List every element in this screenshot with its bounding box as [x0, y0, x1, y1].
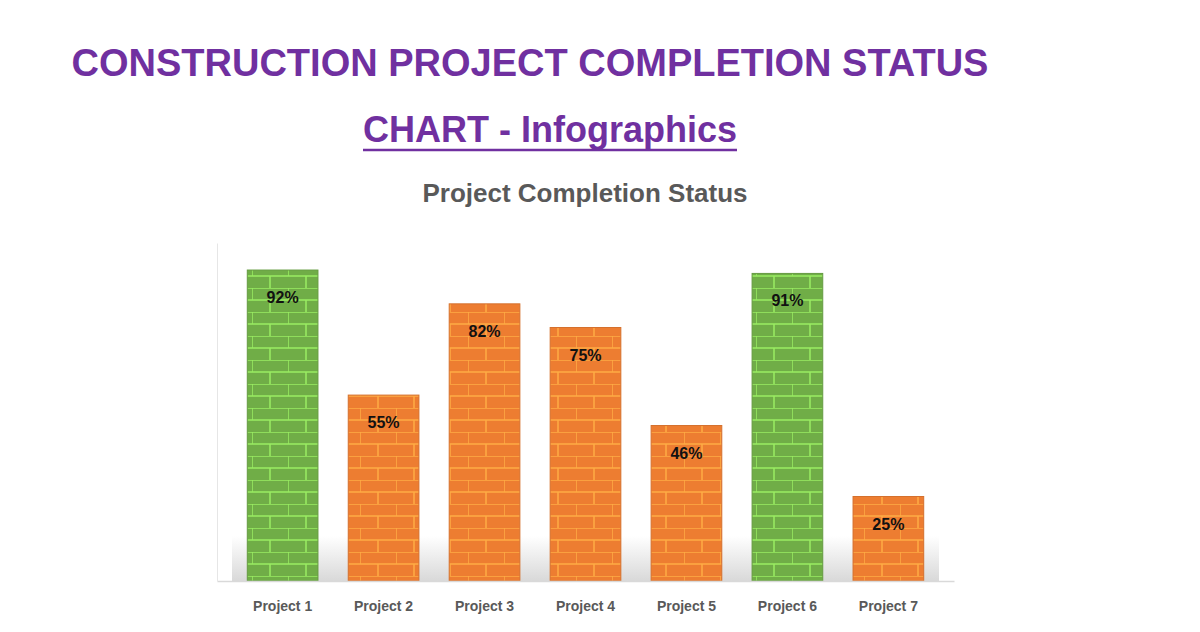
x-tick: Project 7: [859, 581, 918, 614]
y-axis-line: [217, 244, 218, 582]
x-tick: Project 6: [758, 581, 817, 614]
page-title: CONSTRUCTION PROJECT COMPLETION STATUS: [72, 42, 989, 84]
x-tick: Project 3: [455, 581, 514, 614]
bar: [651, 426, 722, 581]
x-tick: Project 5: [657, 581, 716, 614]
bar: [449, 304, 520, 581]
x-tick: Project 2: [354, 581, 413, 614]
bar: [853, 497, 924, 582]
data-label: 55%: [368, 414, 400, 431]
x-tick: Project 4: [556, 581, 615, 614]
x-tick-label: Project 1: [253, 598, 312, 614]
data-label: 91%: [771, 292, 803, 309]
data-label: 75%: [569, 347, 601, 364]
x-tick-label: Project 6: [758, 598, 817, 614]
chart-svg: CONSTRUCTION PROJECT COMPLETION STATUS CH…: [0, 0, 1200, 632]
x-axis-line: [218, 581, 955, 583]
data-label: 92%: [267, 289, 299, 306]
subtitle-underline: [363, 149, 737, 152]
page-subtitle: CHART - Infographics: [363, 109, 737, 150]
bar: [348, 395, 419, 581]
x-tick-label: Project 4: [556, 598, 615, 614]
x-axis: Project 1 Project 2 Project 3 Project 4 Proj…: [218, 581, 955, 614]
bars: [247, 270, 923, 581]
x-tick-label: Project 7: [859, 598, 918, 614]
data-label: 25%: [872, 516, 904, 533]
x-tick: Project 1: [253, 581, 312, 614]
data-label: 46%: [670, 445, 702, 462]
bar: [247, 270, 318, 581]
bar: [550, 328, 621, 582]
data-label: 82%: [469, 323, 501, 340]
chart-title: Project Completion Status: [422, 178, 747, 208]
x-tick-label: Project 3: [455, 598, 514, 614]
bar: [752, 273, 823, 581]
x-tick-label: Project 5: [657, 598, 716, 614]
y-axis: [217, 244, 218, 582]
x-tick-label: Project 2: [354, 598, 413, 614]
data-labels: 92% 55% 82% 75% 46% 91% 25%: [267, 289, 905, 532]
